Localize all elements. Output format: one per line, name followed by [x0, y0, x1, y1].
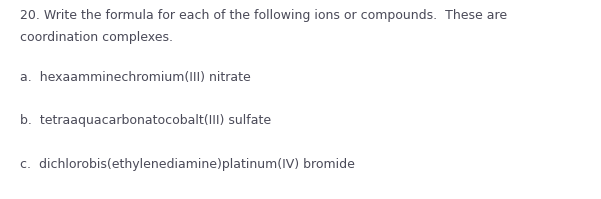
Text: c.  dichlorobis(ethylenediamine)platinum(IV) bromide: c. dichlorobis(ethylenediamine)platinum(… [20, 158, 355, 171]
Text: coordination complexes.: coordination complexes. [20, 31, 174, 44]
Text: 20. Write the formula for each of the following ions or compounds.  These are: 20. Write the formula for each of the fo… [20, 9, 508, 22]
Text: a.  hexaamminechromium(III) nitrate: a. hexaamminechromium(III) nitrate [20, 71, 251, 84]
Text: b.  tetraaquacarbonatocobalt(III) sulfate: b. tetraaquacarbonatocobalt(III) sulfate [20, 114, 272, 127]
